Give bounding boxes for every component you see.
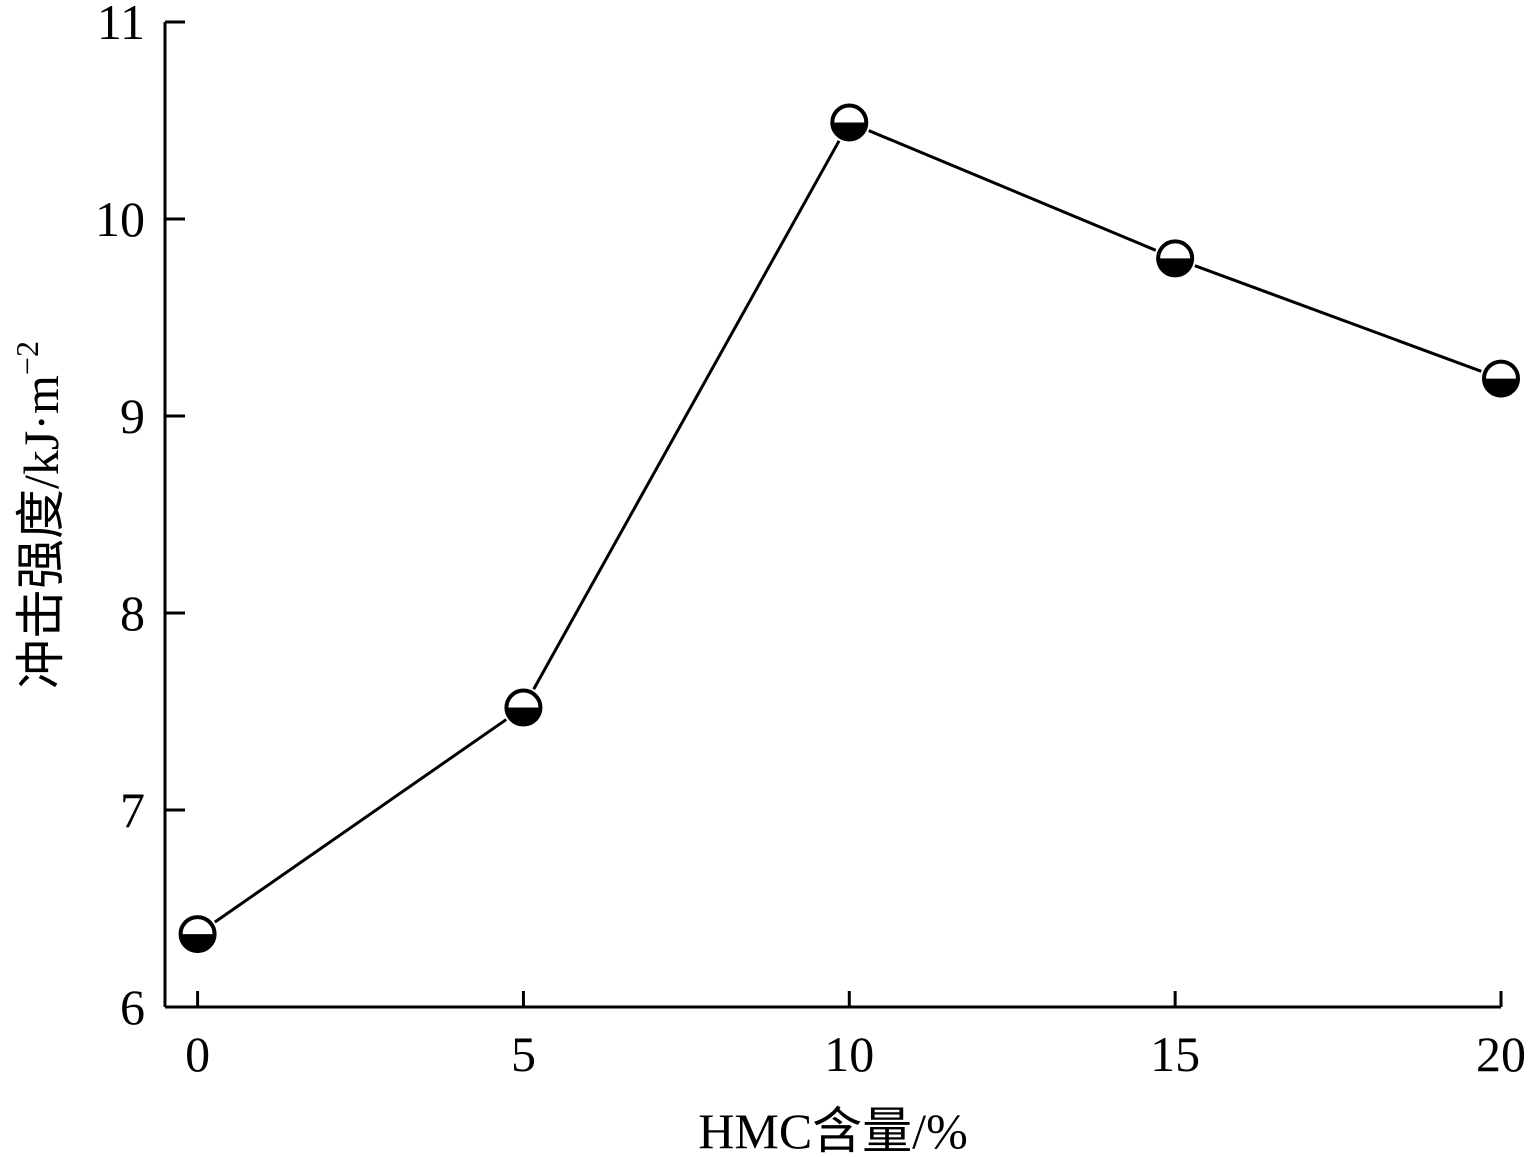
data-point (504, 688, 543, 727)
y-axis-title: 冲击强度/kJ·m−2 (9, 341, 69, 689)
axes (163, 22, 1501, 1009)
x-tick-label: 15 (1150, 1026, 1200, 1082)
x-ticks: 0 5 10 15 20 (185, 991, 1526, 1082)
data-point-triangle (512, 708, 535, 721)
data-point-triangle (838, 123, 861, 136)
y-tick-label: 6 (120, 979, 145, 1035)
y-ticks: 6 7 8 9 10 11 (95, 0, 185, 1035)
data-point-triangle (1164, 259, 1187, 272)
y-tick-label: 7 (120, 782, 145, 838)
y-tick-label: 9 (120, 388, 145, 444)
y-tick-label: 8 (120, 585, 145, 641)
data-point-triangle (186, 935, 209, 948)
series-line-segment (1194, 264, 1482, 373)
x-tick-label: 10 (824, 1026, 874, 1082)
data-point (1482, 359, 1520, 398)
x-axis-title: HMC含量/% (698, 1103, 967, 1157)
series-line-segment (213, 718, 508, 924)
x-tick-label: 20 (1476, 1026, 1526, 1082)
x-tick-label: 0 (185, 1026, 210, 1082)
x-tick-label: 5 (511, 1026, 536, 1082)
data-point (830, 103, 869, 142)
data-point (178, 915, 217, 954)
y-tick-label: 10 (95, 191, 145, 247)
data-point-triangle (1490, 379, 1512, 392)
data-point (1156, 239, 1195, 278)
series-line-segment (868, 129, 1157, 252)
series (178, 103, 1520, 954)
y-axis-title-main: 冲击强度/kJ·m (13, 375, 69, 689)
series-line-segment (532, 140, 841, 690)
y-axis-title-superscript: −2 (9, 341, 45, 375)
y-tick-label: 11 (97, 0, 145, 50)
